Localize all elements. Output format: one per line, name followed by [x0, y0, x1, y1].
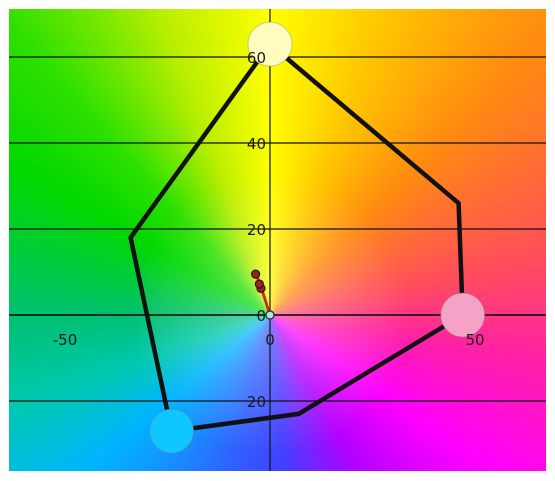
origin-marker [265, 310, 275, 320]
gamut-polygon-line [128, 42, 465, 434]
x-tick-label: 0 [265, 331, 275, 349]
y-tick-label: 40 [247, 135, 266, 153]
sample-point [254, 279, 264, 289]
primary-marker [247, 21, 293, 67]
y-tick-label: 60 [247, 49, 266, 67]
hue-wheel-center-glow [9, 9, 546, 471]
x-tick-label: 50 [465, 331, 484, 349]
sample-point [251, 269, 261, 279]
y-tick-label: 0 [256, 307, 266, 325]
primary-marker [149, 408, 195, 454]
primary-marker [440, 292, 486, 338]
x-tick-label: -50 [53, 331, 78, 349]
y-tick-label: 20 [247, 221, 266, 239]
hue-wheel-background [9, 9, 546, 471]
y-tick-label: 20 [247, 393, 266, 411]
